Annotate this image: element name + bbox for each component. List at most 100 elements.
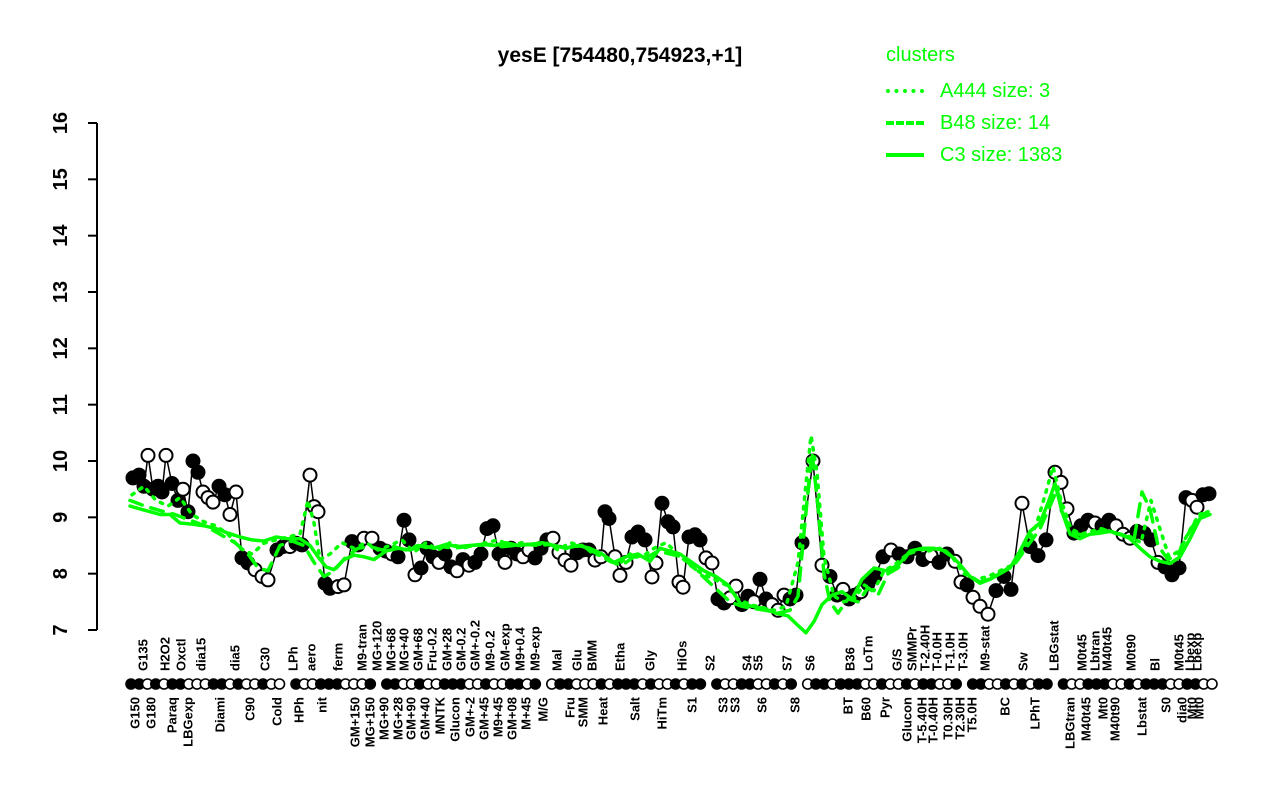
x-axis-label: BT [840, 697, 855, 714]
x-axis-label: S4 [739, 654, 754, 671]
x-axis-label: Diami [212, 697, 227, 732]
cluster-line-b48 [128, 450, 1210, 615]
x-axis-label: B60 [858, 697, 873, 721]
svg-text:12: 12 [50, 337, 72, 359]
x-axis-label: Heat [595, 696, 610, 725]
x-axis-label: Glu [569, 649, 584, 671]
filled-point [401, 532, 417, 548]
x-axis-label: LBGexp [180, 697, 195, 747]
x-axis-condition-labels: G150 G135 G180 H2O2 Paraq Oxctl LBGexp dia15 Dia… [127, 620, 1206, 749]
x-axis-label: GM+08 [504, 697, 519, 740]
x-axis-label: S5 [750, 655, 765, 671]
filled-point [637, 532, 653, 548]
x-axis-label: Lbexp [1189, 633, 1204, 671]
filled-point [1171, 560, 1187, 576]
x-axis-label: SMMPr [904, 627, 919, 671]
filled-point [390, 549, 406, 565]
open-point [980, 606, 996, 622]
svg-text:8: 8 [50, 568, 72, 579]
x-axis-label: Bl [1147, 658, 1162, 671]
strip-open-dot [1206, 678, 1218, 690]
x-axis-label: HPh [291, 697, 306, 723]
legend-entry-label: B48 size: 14 [940, 111, 1051, 134]
strip-filled-dot [364, 678, 377, 690]
legend-entry-label: A444 size: 3 [940, 79, 1051, 102]
cluster-line-c3 [128, 481, 1212, 635]
x-axis-label: nit [314, 696, 329, 713]
x-axis-label: MG+28 [390, 697, 405, 740]
svg-text:9: 9 [50, 512, 72, 523]
x-axis-label: C90 [242, 697, 257, 721]
strip-filled-dot [694, 678, 707, 690]
x-axis-label: MG+120 [369, 621, 384, 671]
x-axis-label: Cold [269, 697, 284, 726]
open-point [612, 567, 628, 583]
filled-point [988, 583, 1004, 599]
x-axis-label: GM+150 [347, 697, 362, 747]
x-axis-label: S2 [702, 655, 717, 671]
open-point [158, 447, 174, 463]
legend-entry-label: C3 size: 1383 [940, 143, 1063, 166]
x-axis-label: GM+-2 [462, 697, 477, 737]
x-axis-label: MG+40 [396, 628, 411, 671]
filled-point [396, 512, 412, 528]
x-axis-label: H2O2 [157, 637, 172, 671]
x-axis-label: T0.30H [940, 697, 955, 740]
open-point [260, 572, 276, 588]
dashed-line-sample-icon [886, 121, 924, 125]
x-axis-label: aero [303, 643, 318, 671]
x-axis-label: M40t45 [1099, 627, 1114, 671]
x-axis-label: MNTK [432, 696, 447, 734]
x-axis-label: T-0.40H [925, 697, 940, 743]
open-point [228, 484, 244, 500]
solid-line-sample-icon [886, 153, 924, 157]
open-point [222, 507, 238, 522]
open-point [704, 555, 720, 571]
filled-point [473, 546, 489, 562]
filled-point [413, 560, 429, 576]
x-axis-label: Mt0 [1095, 697, 1110, 719]
x-axis-label: GM+-0.2 [467, 620, 482, 671]
x-axis-label: T2.30H [952, 697, 967, 740]
x-axis-label: GM+68 [410, 628, 425, 671]
x-axis-label: C30 [257, 647, 272, 671]
dotted-line-sample-icon [886, 89, 924, 93]
x-axis-label: Paraq [164, 697, 179, 733]
x-axis-label: Mt0 [1191, 697, 1206, 719]
x-axis-label: M0t45 [1171, 634, 1186, 671]
x-axis-label: LBGtran [1062, 697, 1077, 749]
filled-point [665, 519, 681, 535]
x-axis-label: Lbstat [1134, 696, 1149, 736]
legend-title: clusters [886, 44, 955, 66]
filled-point [1038, 532, 1054, 548]
x-axis-label: G/S [889, 648, 904, 671]
strip-filled-dot [1041, 678, 1053, 690]
x-axis-label: MG+150 [362, 697, 377, 747]
x-axis-label: B36 [842, 647, 857, 671]
x-axis-label: T-1.0H [942, 632, 957, 671]
x-axis-label: LoTm [860, 636, 875, 671]
x-axis-label: dia0 [1174, 697, 1189, 723]
open-point [1014, 495, 1030, 511]
x-axis-label: S3 [715, 697, 730, 713]
x-axis-label: Etha [612, 642, 627, 671]
svg-text:13: 13 [50, 281, 72, 303]
x-axis-label: T-3.0H [955, 632, 970, 671]
filled-point [1201, 486, 1217, 502]
x-axis-label: GM+40 [417, 697, 432, 740]
svg-text:10: 10 [50, 450, 72, 472]
x-axis-label: S6 [754, 697, 769, 713]
open-point [336, 577, 352, 593]
x-axis-label: MG+68 [383, 628, 398, 671]
filled-point [959, 577, 975, 593]
x-axis-label: M9-exp [527, 626, 542, 671]
strip-filled-dot [785, 678, 798, 690]
x-axis-label: Fru-0.2 [424, 628, 439, 671]
x-axis-label: Glucon [447, 697, 462, 742]
strip-open-dot [273, 678, 286, 690]
x-axis-label: BC [997, 696, 1012, 715]
x-axis-label: HiOs [674, 641, 689, 671]
cluster-line-a444 [130, 433, 1211, 613]
